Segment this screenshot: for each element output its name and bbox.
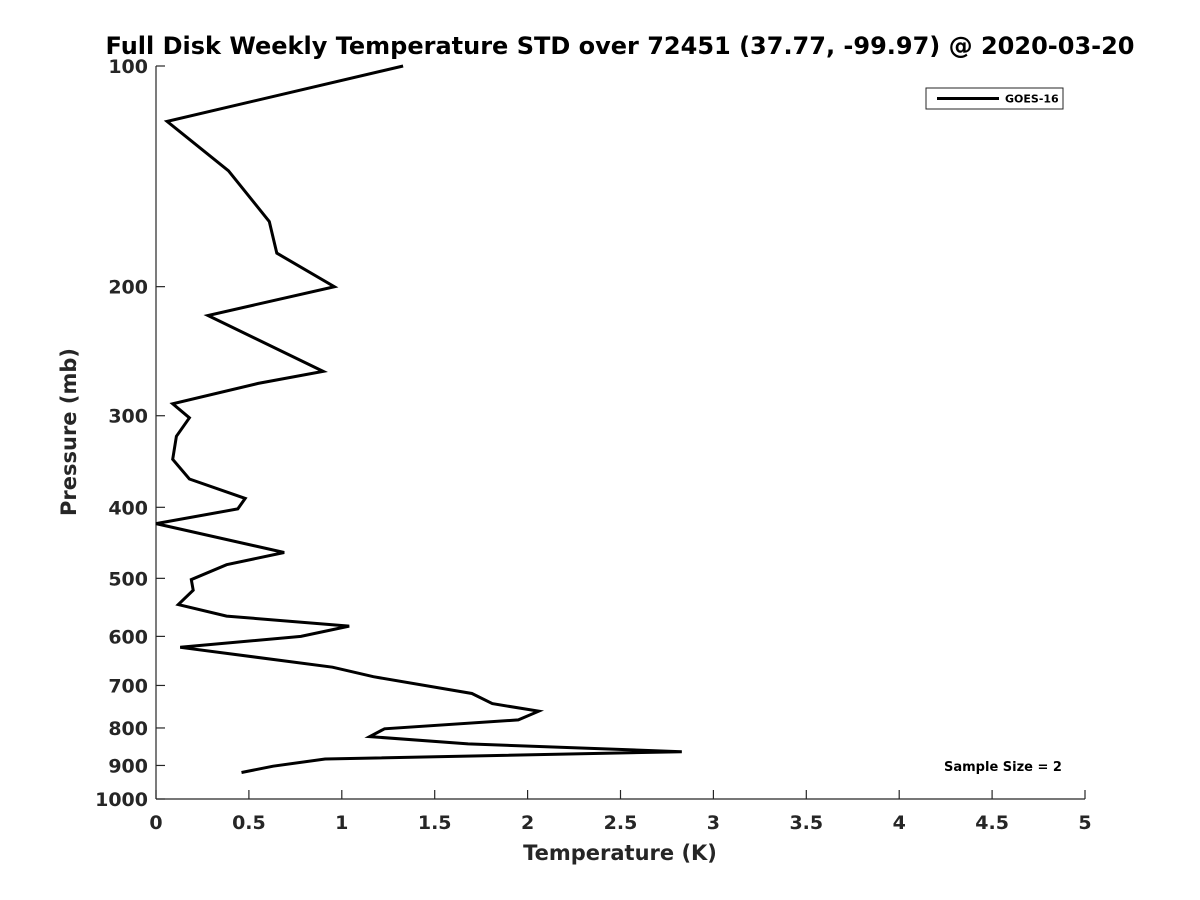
legend-label-goes-16: GOES-16 [1005,93,1059,106]
x-tick-label: 1 [335,812,348,834]
x-tick-label: 4 [893,812,906,834]
sample-size-annotation: Sample Size = 2 [944,760,1062,775]
y-tick-label: 300 [108,406,148,428]
series-layer [155,64,682,774]
x-tick-label: 2 [521,812,534,834]
y-tick-label: 900 [108,755,148,777]
y-tick-label: 600 [108,626,148,648]
series-line-goes-16 [155,64,682,774]
x-tick-label: 3.5 [789,812,823,834]
y-tick-label: 1000 [95,789,148,811]
y-tick-label: 400 [108,497,148,519]
y-tick-label: 700 [108,675,148,697]
x-tick-label: 1.5 [418,812,452,834]
x-tick-label: 0.5 [232,812,266,834]
y-axis-label: Pressure (mb) [57,348,81,516]
legend: GOES-16 [925,87,1064,110]
x-axis-label: Temperature (K) [523,841,717,865]
y-tick-label: 200 [108,277,148,299]
y-tick-label: 500 [108,568,148,590]
y-tick-label: 100 [108,56,148,78]
x-axis-ticks: 0 0.5 1 1.5 2 2.5 3 3.5 4 4.5 5 [149,790,1092,834]
x-tick-label: 4.5 [975,812,1009,834]
x-tick-label: 0 [149,812,162,834]
x-tick-label: 3 [707,812,720,834]
y-axis-ticks: 100 200 300 400 500 600 700 800 900 1000 [95,56,165,811]
chart-title: Full Disk Weekly Temperature STD over 72… [106,32,1135,60]
x-tick-label: 2.5 [604,812,638,834]
x-tick-label: 5 [1078,812,1091,834]
y-tick-label: 800 [108,718,148,740]
